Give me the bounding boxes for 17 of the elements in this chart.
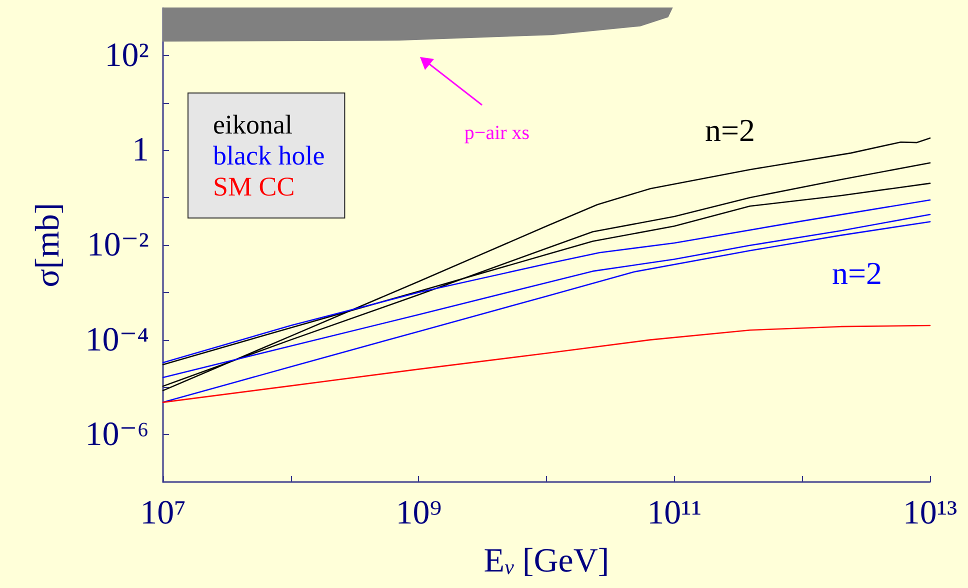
- annotation: n=2: [704, 112, 756, 148]
- y-tick-label: 10⁻⁶: [85, 416, 149, 454]
- x-axis-title: Eν [GeV]: [484, 542, 610, 580]
- x-tick-label: 10¹¹: [647, 494, 702, 532]
- annotation: n=2: [832, 255, 882, 291]
- x-tick-label: 10⁷: [140, 494, 186, 532]
- y-tick-label: 10²: [104, 36, 149, 74]
- text: black hole: [213, 140, 325, 170]
- annotation: p−air xs: [464, 122, 530, 144]
- y-axis-title: σ[mb]: [30, 202, 66, 288]
- x-tick-label: 10⁹: [396, 494, 442, 532]
- y-tick-label: 10⁻⁴: [85, 321, 149, 358]
- x-tick-label: 10¹³: [902, 494, 958, 532]
- text: SM CC: [213, 172, 295, 202]
- y-tick-label: 1: [132, 132, 149, 169]
- y-tick-label: 10⁻²: [86, 226, 149, 264]
- text: eikonal: [213, 110, 292, 140]
